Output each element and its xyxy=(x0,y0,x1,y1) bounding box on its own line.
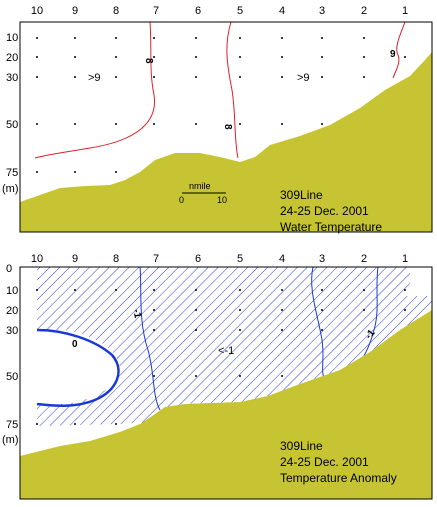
anomaly-isoline-right xyxy=(361,266,379,361)
svg-text:nmile: nmile xyxy=(189,181,211,191)
svg-text:4: 4 xyxy=(279,5,285,17)
top-station-dots xyxy=(36,37,406,173)
svg-text:75: 75 xyxy=(6,419,18,431)
top-region-label: >9 xyxy=(88,72,101,84)
svg-text:10: 10 xyxy=(6,32,18,44)
svg-text:10: 10 xyxy=(217,195,227,205)
bottom-seafloor xyxy=(20,310,432,499)
top-caption-line: 24-25 Dec. 2001 xyxy=(280,204,369,218)
svg-text:75: 75 xyxy=(6,167,18,179)
bottom-caption-line: 24-25 Dec. 2001 xyxy=(280,455,369,469)
svg-text:50: 50 xyxy=(6,119,18,131)
svg-text:3: 3 xyxy=(319,5,325,17)
svg-text:1: 1 xyxy=(402,253,408,265)
bottom-contour-label: 0 xyxy=(72,339,78,350)
svg-text:0: 0 xyxy=(6,263,12,275)
scale-bar: nmile 0 10 xyxy=(179,181,227,205)
bottom-contour-label: -1 xyxy=(130,308,142,319)
svg-text:(m): (m) xyxy=(2,183,19,195)
svg-text:30: 30 xyxy=(6,72,18,84)
svg-text:20: 20 xyxy=(6,305,18,317)
bottom-depth-axis: 0 10 20 30 50 75 (m) xyxy=(2,263,19,446)
svg-text:20: 20 xyxy=(6,52,18,64)
svg-text:7: 7 xyxy=(153,253,159,265)
svg-text:50: 50 xyxy=(6,371,18,383)
svg-text:8: 8 xyxy=(113,5,119,17)
anomaly-isoline-left xyxy=(139,266,161,411)
svg-text:6: 6 xyxy=(195,5,201,17)
svg-text:10: 10 xyxy=(31,253,43,265)
svg-text:9: 9 xyxy=(72,5,78,17)
top-panel: 8 8 9 >9 >9 nmile 0 10 309Line 24-25 Dec… xyxy=(19,21,433,234)
top-isotherm-middle xyxy=(226,21,239,159)
bottom-caption-line: Temperature Anomaly xyxy=(280,471,397,485)
svg-text:(m): (m) xyxy=(2,434,19,446)
top-caption-line: Water Temperature xyxy=(280,220,382,234)
top-isotherm-left xyxy=(34,21,156,159)
svg-text:4: 4 xyxy=(279,253,285,265)
top-contour-label: 9 xyxy=(390,49,396,60)
svg-text:5: 5 xyxy=(237,5,243,17)
top-station-axis: 10 9 8 7 6 5 4 3 2 1 xyxy=(31,5,408,17)
bottom-region-label: <-1 xyxy=(218,345,234,357)
svg-text:5: 5 xyxy=(237,253,243,265)
top-contour-label: 8 xyxy=(222,124,233,130)
svg-text:1: 1 xyxy=(402,5,408,17)
svg-text:3: 3 xyxy=(319,253,325,265)
anomaly-hatched-region xyxy=(37,267,432,426)
svg-text:2: 2 xyxy=(361,253,367,265)
top-depth-axis: 10 20 30 50 75 (m) xyxy=(2,32,19,195)
svg-text:8: 8 xyxy=(113,253,119,265)
bottom-panel: 0 -1 -1 <-1 309Line 24-25 Dec. 2001 Temp… xyxy=(19,266,433,500)
svg-text:2: 2 xyxy=(361,5,367,17)
bottom-caption-line: 309Line xyxy=(280,439,323,453)
svg-text:7: 7 xyxy=(153,5,159,17)
bottom-station-dots xyxy=(36,289,406,425)
top-isotherm-right xyxy=(392,21,406,79)
top-contour-label: 8 xyxy=(143,58,154,64)
anomaly-zero-contour xyxy=(36,328,120,407)
svg-text:0: 0 xyxy=(179,195,184,205)
top-caption-line: 309Line xyxy=(280,188,323,202)
top-region-label: >9 xyxy=(297,72,310,84)
anomaly-isoline-middle xyxy=(311,266,326,381)
svg-text:6: 6 xyxy=(195,253,201,265)
svg-text:10: 10 xyxy=(6,285,18,297)
svg-text:30: 30 xyxy=(6,325,18,337)
bottom-station-axis: 10 9 8 7 6 5 4 3 2 1 xyxy=(31,253,408,265)
top-seafloor xyxy=(20,52,432,232)
svg-text:9: 9 xyxy=(72,253,78,265)
svg-text:10: 10 xyxy=(31,5,43,17)
